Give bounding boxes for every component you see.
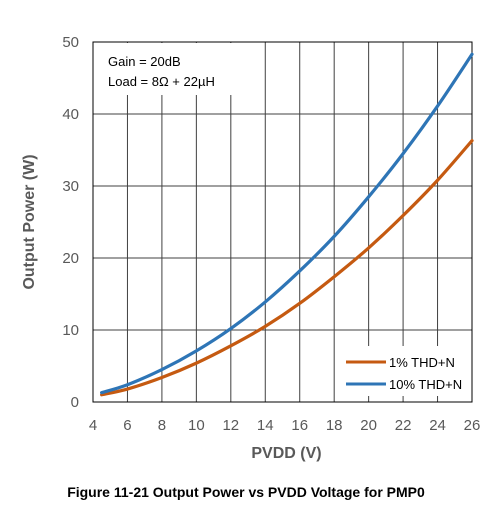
annotation-gain: Gain = 20dB xyxy=(108,54,181,69)
series xyxy=(100,52,474,397)
x-tick-label: 22 xyxy=(395,417,412,434)
x-axis-title: PVDD (V) xyxy=(251,445,321,462)
y-tick-label: 50 xyxy=(62,34,79,51)
x-tick-label: 4 xyxy=(89,417,97,434)
y-tick-label: 10 xyxy=(62,322,79,339)
x-tick-label: 16 xyxy=(291,417,308,434)
y-tick-label: 0 xyxy=(71,394,79,411)
y-tick-label: 40 xyxy=(62,106,79,123)
legend-label-1pct: 1% THD+N xyxy=(389,355,455,370)
series-line-10pct xyxy=(100,52,474,395)
x-tick-label: 14 xyxy=(257,417,274,434)
x-tick-label: 8 xyxy=(158,417,166,434)
x-tick-label: 12 xyxy=(222,417,239,434)
x-tick-label: 18 xyxy=(326,417,343,434)
x-tick-label: 24 xyxy=(429,417,446,434)
output-power-chart: 0 10 20 30 40 50 4 6 8 10 12 14 16 18 20 22 24 26 Gain =… xyxy=(21,34,481,462)
y-tick-label: 20 xyxy=(62,250,79,267)
x-tick-label: 26 xyxy=(464,417,481,434)
plot-frame xyxy=(92,41,473,403)
annotation-background xyxy=(94,43,234,95)
legend-background xyxy=(340,346,471,396)
annotation-load: Load = 8Ω + 22µH xyxy=(108,74,215,89)
y-tick-label: 30 xyxy=(62,178,79,195)
x-tick-labels: 4 6 8 10 12 14 16 18 20 22 24 26 xyxy=(89,417,481,434)
figure-caption: Figure 11-21 Output Power vs PVDD Voltag… xyxy=(67,484,425,500)
y-axis-title: Output Power (W) xyxy=(21,154,38,289)
x-tick-label: 20 xyxy=(360,417,377,434)
x-tick-label: 6 xyxy=(123,417,131,434)
legend-label-10pct: 10% THD+N xyxy=(389,377,462,392)
y-tick-labels: 0 10 20 30 40 50 xyxy=(62,34,79,411)
x-tick-label: 10 xyxy=(188,417,205,434)
series-line-1pct xyxy=(100,139,474,397)
